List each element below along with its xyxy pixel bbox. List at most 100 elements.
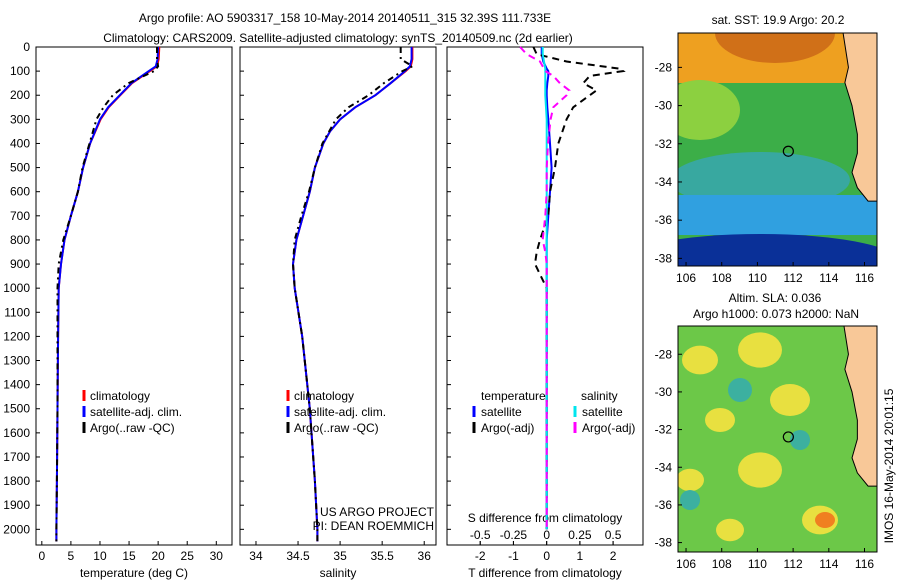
lon-tick-label: 112 bbox=[784, 271, 803, 285]
x-tick-label: 0 bbox=[38, 549, 45, 563]
argo-position-marker bbox=[782, 431, 794, 443]
x-tick-label: 1 bbox=[577, 549, 584, 563]
sla-high-blob bbox=[705, 408, 735, 432]
lon-tick-label: 114 bbox=[819, 557, 838, 571]
legend-label: climatology bbox=[90, 389, 150, 403]
x-tick-label: 30 bbox=[210, 549, 224, 563]
plot-frame bbox=[446, 46, 644, 546]
y-tick-label: 300 bbox=[10, 112, 30, 126]
y-tick-label: 2000 bbox=[3, 522, 30, 536]
land-australia bbox=[843, 326, 877, 487]
salinity-panel: 34 34.5 35 35.5 36 salinity climatology satelli… bbox=[239, 46, 437, 580]
sla-high-blob bbox=[716, 518, 744, 542]
project-annotation: PI: DEAN ROEMMICH bbox=[313, 519, 434, 533]
sla-low-blob bbox=[728, 378, 752, 402]
legend-label: satellite-adj. clim. bbox=[294, 405, 386, 419]
legend-header-temperature: temperature bbox=[481, 389, 546, 403]
map-title: sat. SST: 19.9 Argo: 20.2 bbox=[712, 13, 845, 27]
series-line-climatology bbox=[55, 46, 161, 542]
y-tick-label: 1000 bbox=[3, 281, 30, 295]
s-x-tick-label: -0.5 bbox=[470, 528, 491, 542]
land-australia bbox=[842, 33, 877, 202]
lon-tick-label: 108 bbox=[712, 271, 732, 285]
side-stamp: IMOS 16-May-2014 20:01:15 bbox=[882, 388, 896, 543]
sla-high-blob bbox=[738, 332, 782, 368]
sst-patch bbox=[678, 152, 850, 208]
map-title-line-2: Argo h1000: 0.073 h2000: NaN bbox=[693, 307, 859, 321]
y-tick-label: 200 bbox=[10, 88, 30, 102]
plot-frame bbox=[239, 46, 437, 546]
sla-low-blob bbox=[680, 490, 700, 510]
y-tick-label: 1800 bbox=[3, 474, 30, 488]
legend-label: satellite bbox=[481, 405, 522, 419]
sst-map: 106 108 110 112 114 116 -28 -30 -32 -34 -36 -38 sat.… bbox=[655, 13, 878, 285]
argo-position-marker bbox=[782, 145, 794, 157]
plot-frame bbox=[35, 46, 233, 546]
y-tick-label: 1100 bbox=[4, 305, 30, 319]
lon-tick-label: 110 bbox=[748, 271, 767, 285]
sla-high-blob bbox=[770, 384, 810, 416]
sla-high-blob bbox=[682, 345, 718, 375]
x-tick-label: 35 bbox=[333, 549, 347, 563]
lat-tick-label: -30 bbox=[655, 385, 673, 399]
x-tick-label: -2 bbox=[475, 549, 486, 563]
series-line-climatology bbox=[291, 47, 414, 542]
sla-low-blob bbox=[790, 430, 810, 450]
difference-panel: -2 -1 0 1 2 T difference from climatology -0.5… bbox=[446, 46, 644, 580]
y-tick-label: 1200 bbox=[3, 329, 30, 343]
y-tick-label: 0 bbox=[23, 40, 30, 54]
map-field bbox=[678, 326, 877, 552]
x-tick-label: 0 bbox=[543, 549, 550, 563]
x-tick-label: 20 bbox=[151, 549, 165, 563]
lat-tick-label: -36 bbox=[655, 213, 673, 227]
series-line-satellite-adj--clim- bbox=[55, 46, 160, 542]
lat-tick-label: -34 bbox=[655, 175, 673, 189]
legend-label: Argo(..raw -QC) bbox=[90, 421, 175, 435]
series-line-argo--adj- bbox=[532, 46, 626, 530]
s-x-tick-label: -0.25 bbox=[500, 528, 528, 542]
sst-cold-band bbox=[678, 234, 877, 266]
legend-label: Argo(..raw -QC) bbox=[294, 421, 379, 435]
lon-tick-label: 106 bbox=[676, 557, 696, 571]
lat-tick-label: -28 bbox=[655, 347, 673, 361]
y-tick-label: 500 bbox=[10, 161, 30, 175]
map-frame bbox=[677, 325, 878, 553]
series-line-argo---raw--qc- bbox=[291, 47, 415, 542]
y-tick-label: 1400 bbox=[3, 378, 30, 392]
s-axis-label: S difference from climatology bbox=[468, 511, 623, 525]
project-annotation: US ARGO PROJECT bbox=[320, 505, 435, 519]
x-tick-label: 5 bbox=[68, 549, 75, 563]
y-tick-label: 1600 bbox=[3, 426, 30, 440]
series-line-satellite-adj--clim- bbox=[291, 47, 413, 542]
lat-tick-label: -38 bbox=[655, 251, 673, 265]
lat-tick-label: -32 bbox=[655, 137, 673, 151]
sst-warm-core bbox=[715, 33, 835, 63]
y-tick-label: 1300 bbox=[3, 354, 30, 368]
lon-tick-label: 110 bbox=[748, 557, 767, 571]
legend-label: Argo(-adj) bbox=[582, 421, 635, 435]
sla-high-blob bbox=[738, 452, 782, 488]
x-tick-label: -1 bbox=[508, 549, 519, 563]
y-tick-label: 600 bbox=[10, 185, 30, 199]
series-line-argo--adj- bbox=[519, 46, 571, 530]
y-tick-label: 700 bbox=[10, 209, 30, 223]
lon-tick-label: 112 bbox=[784, 557, 803, 571]
map-title-line-1: Altim. SLA: 0.036 bbox=[729, 291, 822, 305]
legend-label: satellite bbox=[582, 405, 623, 419]
lat-tick-label: -30 bbox=[655, 99, 673, 113]
legend-label: climatology bbox=[294, 389, 354, 403]
lat-tick-label: -34 bbox=[655, 460, 673, 474]
y-tick-label: 800 bbox=[10, 233, 30, 247]
s-x-tick-label: 0.5 bbox=[605, 528, 622, 542]
lon-tick-label: 106 bbox=[676, 271, 696, 285]
map-frame bbox=[677, 32, 878, 267]
x-tick-label: 15 bbox=[122, 549, 136, 563]
map-field bbox=[678, 33, 877, 266]
lon-tick-label: 116 bbox=[855, 557, 874, 571]
x-tick-label: 34.5 bbox=[286, 549, 310, 563]
y-tick-label: 900 bbox=[10, 257, 30, 271]
s-x-tick-label: 0 bbox=[543, 528, 550, 542]
y-tick-label: 1700 bbox=[3, 450, 30, 464]
